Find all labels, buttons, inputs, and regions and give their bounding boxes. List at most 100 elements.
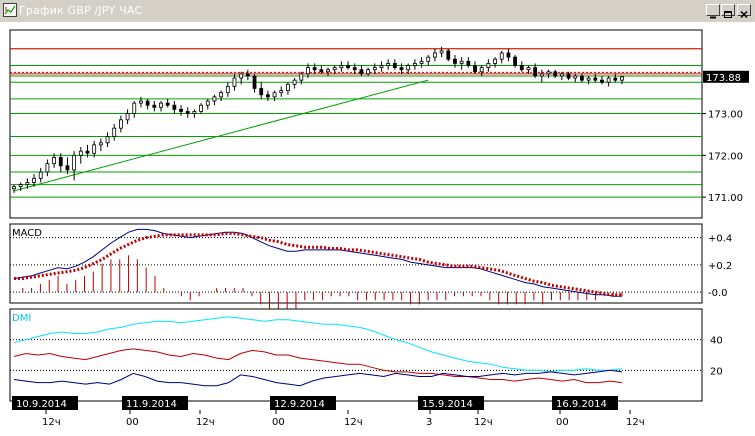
candle-body [225, 86, 230, 94]
candle-body [559, 73, 564, 77]
candle-body [326, 69, 330, 73]
macd-signal-line [14, 232, 622, 297]
candle-body [72, 154, 77, 171]
price-panel-frame [9, 29, 703, 219]
candle-body [359, 69, 364, 75]
date-label: 12.9.2014 [274, 399, 325, 410]
date-label: 15.9.2014 [422, 399, 473, 410]
candle-body [259, 88, 264, 96]
candle-body [412, 63, 417, 66]
candle-body [159, 102, 163, 108]
minimize-button[interactable] [706, 4, 720, 19]
candle-body [346, 65, 350, 69]
dmi-tick-label: 20 [710, 366, 723, 377]
candle-body [499, 52, 504, 60]
candle-body [12, 186, 16, 190]
date-label: 10.9.2014 [16, 399, 67, 410]
macd-panel-frame [9, 223, 703, 304]
dmi-gridlines [10, 339, 702, 371]
maximize-icon [724, 11, 732, 18]
dmi-axis: 40 20 [710, 336, 723, 378]
candle-body [433, 52, 437, 58]
date-label-box [122, 396, 188, 410]
candle-body [459, 60, 464, 64]
candle-body [372, 67, 377, 71]
dmi-minus-line [13, 348, 623, 384]
date-label-box [552, 396, 618, 410]
candle-body [613, 77, 618, 81]
candle-body [486, 63, 491, 68]
chart-area[interactable]: 171.00 172.00 173.00 173.88 MACD +0.4 +0.2 -… [0, 22, 755, 432]
candle-body [593, 77, 598, 81]
candle-body [265, 94, 270, 98]
candle-body [45, 163, 50, 173]
candle-body [38, 171, 43, 179]
title-bar[interactable]: График GBP /JPY ЧАС [0, 0, 755, 23]
price-tick-label: 171.00 [708, 193, 743, 204]
candle-body [473, 65, 477, 73]
candle-body [292, 79, 297, 85]
candle-body [192, 111, 197, 114]
candle-body [245, 73, 250, 77]
candle-body [426, 56, 431, 62]
macd-panel[interactable]: MACD +0.4 +0.2 -0.0 [9, 223, 732, 313]
maximize-button[interactable] [721, 4, 735, 18]
candle-body [586, 77, 591, 81]
macd-tick-label: +0.4 [708, 234, 732, 245]
candle-body [539, 73, 544, 77]
dmi-adx-line [13, 316, 623, 373]
trendline [13, 79, 429, 192]
candle-body [286, 83, 290, 91]
candle-body [526, 67, 531, 71]
candle-body [58, 157, 63, 167]
macd-lines [13, 228, 622, 297]
macd-tick-label: +0.2 [708, 261, 732, 272]
candle-body [212, 96, 217, 102]
candle-body [446, 50, 451, 60]
candle-body [92, 144, 97, 154]
candle-body [379, 65, 384, 69]
macd-label: MACD [12, 228, 42, 239]
candle-body [185, 111, 190, 114]
candle-body [272, 92, 277, 98]
candle-body [620, 76, 624, 81]
candle-body [125, 113, 130, 121]
candle-body [65, 165, 70, 171]
candle-body [573, 75, 578, 79]
candle-body [306, 67, 310, 75]
price-panel[interactable]: 171.00 172.00 173.00 173.88 [9, 29, 749, 219]
candle-body [493, 58, 497, 64]
dmi-panel[interactable]: DMI 40 20 [9, 308, 723, 402]
hour-label: 3 [426, 417, 432, 428]
candle-body [319, 69, 324, 73]
candle-body [453, 58, 457, 64]
price-tick-label: 173.00 [708, 110, 743, 121]
candle-body [553, 71, 558, 77]
candle-body [312, 67, 317, 71]
candle-body [145, 100, 150, 106]
candle-body [513, 56, 517, 66]
candle-body [546, 71, 551, 75]
hour-label: 12ч [344, 417, 363, 428]
candle-body [119, 119, 123, 129]
macd-axis: +0.4 +0.2 -0.0 [708, 234, 732, 299]
candle-body [386, 63, 391, 66]
candle-body [506, 52, 511, 58]
dmi-label: DMI [12, 313, 31, 324]
chart-svg[interactable]: 171.00 172.00 173.00 173.88 MACD +0.4 +0.2 -… [0, 22, 755, 432]
candle-body [466, 60, 471, 66]
candle-body [352, 67, 357, 71]
chart-app-icon [3, 3, 17, 17]
hour-label: 00 [126, 417, 139, 428]
candle-body [519, 65, 524, 71]
candle-body [25, 182, 30, 185]
hour-label: 12ч [626, 417, 645, 428]
candle-body [419, 60, 424, 64]
minimize-icon [710, 16, 716, 19]
close-button[interactable] [737, 4, 751, 19]
candle-body [600, 79, 604, 83]
horizontal-levels [10, 48, 702, 198]
dmi-panel-frame [9, 308, 703, 402]
date-label: 16.9.2014 [556, 399, 607, 410]
date-label-box [418, 396, 484, 410]
